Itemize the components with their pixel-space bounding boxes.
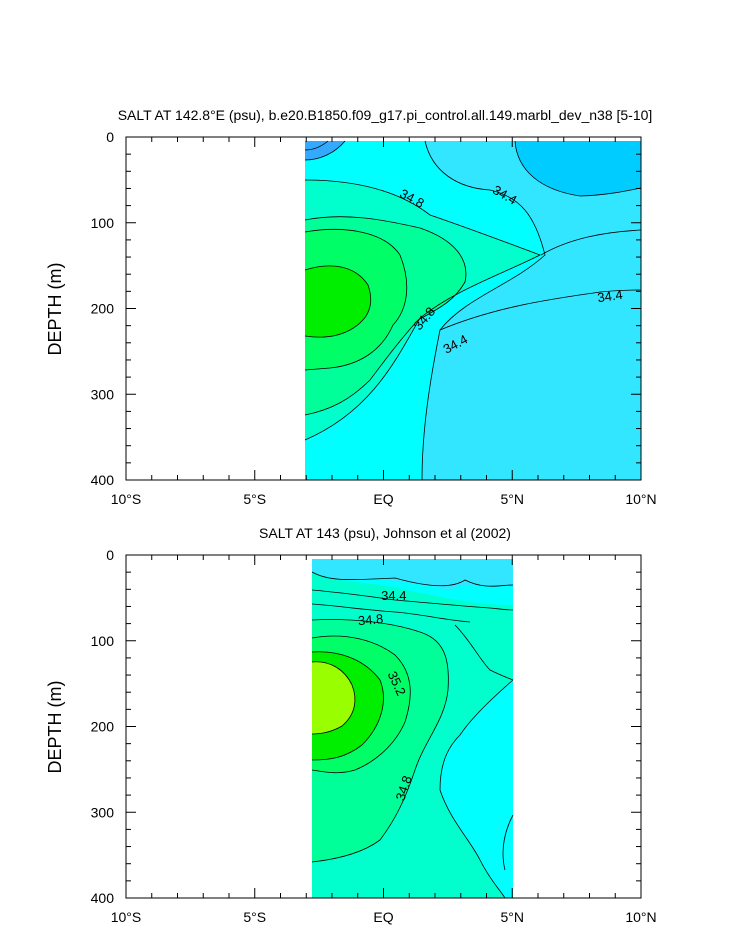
fill-region: [515, 141, 641, 196]
y-axis-label-model: DEPTH (m): [45, 263, 65, 356]
y-tick-label: 300: [91, 386, 115, 402]
fill-region: [440, 680, 513, 898]
contour-label-text: 34.4: [596, 287, 623, 305]
contour-lines-model: [304, 140, 642, 481]
axes-model: 10°S 5°S EQ 5°N 10°N 0 100 200 300 400: [91, 129, 657, 507]
contour-line: [304, 179, 541, 441]
fill-region: [312, 661, 355, 734]
contour-line: [311, 571, 514, 587]
contour-line: [311, 603, 471, 623]
y-tick-label: 0: [106, 547, 114, 563]
panel-model: SALT AT 142.8°E (psu), b.e20.B1850.f09_g…: [45, 107, 657, 507]
contour-line: [454, 624, 514, 681]
contour-label: 34.4: [596, 287, 623, 305]
panel-observations: SALT AT 143 (psu), Johnson et al (2002) …: [45, 525, 657, 925]
contour-fills-obs: [312, 559, 513, 898]
x-tick-label: 5°N: [501, 909, 525, 925]
x-tick-label: 10°N: [625, 491, 656, 507]
contour-label: 34.4: [381, 588, 406, 603]
y-tick-label: 400: [91, 890, 115, 906]
x-tick-label: 5°S: [243, 909, 266, 925]
contour-label-text: 34.8: [357, 611, 384, 628]
contour-line: [304, 140, 329, 151]
contour-line: [311, 661, 356, 735]
fill-region: [312, 559, 513, 590]
contour-label-text: 34.4: [381, 588, 406, 603]
x-tick-label: 5°S: [243, 491, 266, 507]
contour-label-text: 34.8: [393, 774, 415, 803]
contour-lines-obs: [311, 571, 514, 899]
axes-obs: 10°S 5°S EQ 5°N 10°N 0 100 200 300 400: [91, 547, 657, 925]
x-tick-label: 10°S: [111, 491, 142, 507]
x-tick-label: 5°N: [501, 491, 525, 507]
y-tick-label: 200: [91, 301, 115, 317]
fill-region: [305, 265, 371, 338]
contour-line: [311, 651, 384, 761]
contour-line: [439, 289, 642, 331]
contour-label: 34.8: [393, 774, 415, 803]
fill-region: [305, 141, 345, 160]
fill-region: [422, 141, 641, 480]
chart-title-obs: SALT AT 143 (psu), Johnson et al (2002): [259, 525, 511, 541]
contour-line: [540, 229, 642, 256]
contour-line: [304, 265, 372, 338]
x-tick-label: EQ: [373, 909, 393, 925]
contour-line: [304, 216, 467, 416]
y-tick-label: 300: [91, 804, 115, 820]
y-tick-label: 200: [91, 719, 115, 735]
y-tick-label: 0: [106, 129, 114, 145]
contour-line: [421, 140, 546, 481]
chart-title-model: SALT AT 142.8°E (psu), b.e20.B1850.f09_g…: [118, 107, 653, 123]
contour-line: [514, 140, 642, 197]
fill-region: [312, 572, 513, 605]
y-tick-label: 100: [91, 215, 115, 231]
y-tick-label: 400: [91, 472, 115, 488]
contour-line: [304, 140, 346, 161]
contour-label: 34.8: [357, 611, 384, 628]
x-tick-label: EQ: [373, 491, 393, 507]
contour-line: [311, 635, 411, 774]
x-tick-label: 10°N: [625, 909, 656, 925]
x-tick-label: 10°S: [111, 909, 142, 925]
y-axis-label-obs: DEPTH (m): [45, 681, 65, 774]
y-tick-label: 100: [91, 633, 115, 649]
contour-line: [311, 589, 514, 611]
contour-fills-model: [305, 141, 641, 480]
contour-line: [311, 619, 449, 863]
contour-line: [439, 679, 514, 899]
contour-line: [304, 229, 408, 371]
contour-line: [502, 814, 514, 871]
